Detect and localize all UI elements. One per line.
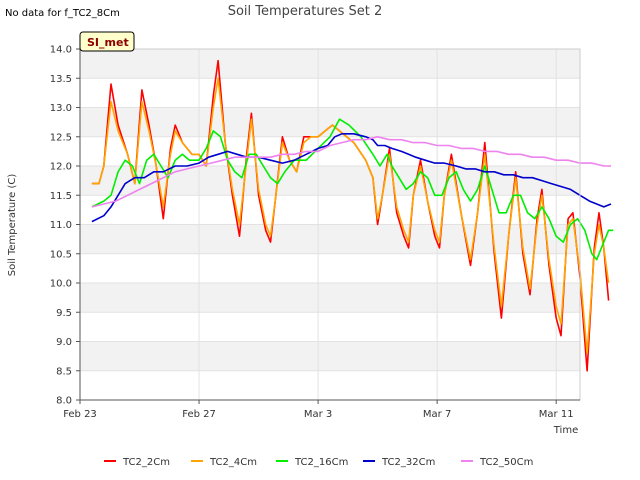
- y-tick-label: 13.0: [50, 103, 72, 114]
- y-tick-label: 10.5: [50, 249, 72, 260]
- series-line-tc2-50cm: [91, 136, 611, 208]
- no-data-note: No data for f_TC2_8Cm: [5, 8, 120, 19]
- x-tick-label: Feb 23: [63, 409, 97, 420]
- y-tick-label: 14.0: [50, 45, 72, 56]
- plot-band: [80, 78, 580, 108]
- plot-band: [80, 370, 580, 400]
- plot-band: [80, 195, 580, 225]
- y-tick-label: 12.0: [50, 162, 72, 173]
- y-tick-label: 12.5: [50, 132, 72, 143]
- y-tick-label: 9.0: [56, 337, 72, 348]
- legend-label: TC2_50Cm: [479, 457, 533, 468]
- plot-band: [80, 107, 580, 137]
- plot-band: [80, 341, 580, 371]
- series-line-tc2-4cm: [91, 77, 610, 354]
- x-tick-label: Mar 7: [423, 409, 451, 420]
- y-tick-label: 11.5: [50, 191, 72, 202]
- x-axis-label: Time: [553, 425, 578, 436]
- y-tick-label: 8.0: [56, 396, 72, 407]
- site-badge: SI_met: [79, 31, 135, 52]
- legend-label: TC2_32Cm: [381, 457, 435, 468]
- axes: 8.0 8.5 9.0 9.5 10.0 10.5 11.0 11.5 12.0 12.5 13.0…: [50, 45, 581, 420]
- x-tick-label: Feb 27: [182, 409, 216, 420]
- y-tick-label: 10.0: [50, 279, 72, 290]
- series-layer: [91, 59, 614, 372]
- y-axis-label: Soil Temperature (C): [7, 174, 18, 277]
- plot-band: [80, 283, 580, 313]
- x-tick-label: Mar 11: [539, 409, 574, 420]
- site-badge-label: SI_met: [87, 36, 129, 49]
- y-tick-label: 13.5: [50, 74, 72, 85]
- legend: TC2_2Cm TC2_4Cm TC2_16Cm TC2_32Cm TC2_50Cm: [104, 457, 533, 468]
- plot-band: [80, 312, 580, 342]
- chart-title: Soil Temperatures Set 2: [228, 4, 383, 19]
- legend-label: TC2_4Cm: [209, 457, 257, 468]
- legend-label: TC2_2Cm: [122, 457, 170, 468]
- plot-band: [80, 166, 580, 196]
- plot-band: [80, 49, 580, 79]
- x-tick-label: Mar 3: [304, 409, 332, 420]
- plot-background: [80, 49, 580, 400]
- y-tick-label: 9.5: [56, 308, 72, 319]
- y-tick-label: 8.5: [56, 366, 72, 377]
- y-tick-label: 11.0: [50, 220, 72, 231]
- plot-band: [80, 224, 580, 254]
- legend-label: TC2_16Cm: [294, 457, 348, 468]
- series-line-tc2-16cm: [91, 118, 614, 261]
